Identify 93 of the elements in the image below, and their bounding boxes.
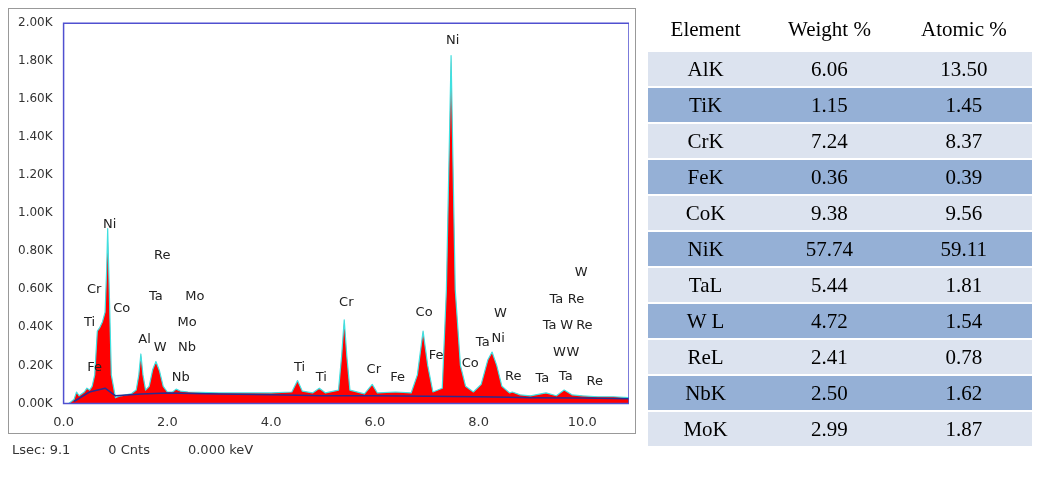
annotation: Re bbox=[567, 291, 585, 307]
data-label: 59.11 bbox=[895, 231, 1032, 267]
data-label: 13.50 bbox=[895, 51, 1032, 87]
annotation: Re bbox=[505, 367, 522, 383]
y-tick-label: 0.40K bbox=[17, 319, 54, 334]
annotation: Ta bbox=[541, 316, 557, 332]
y-tick-label: 1.60K bbox=[17, 91, 54, 106]
y-tick-label: 1.80K bbox=[17, 53, 54, 68]
annotation: Mo bbox=[185, 288, 205, 304]
x-tick-label: 2.0 bbox=[156, 413, 178, 429]
annotation: Cr bbox=[339, 294, 355, 310]
annotation: Ta bbox=[548, 291, 564, 307]
annotation: Co bbox=[461, 354, 479, 370]
annotation: Ta bbox=[474, 333, 490, 349]
category-label: ReL bbox=[648, 339, 764, 375]
data-label: 1.81 bbox=[895, 267, 1032, 303]
data-label: 1.15 bbox=[763, 87, 896, 123]
y-tick-label: 1.40K bbox=[17, 129, 54, 144]
series-label: Weight % bbox=[787, 15, 872, 43]
x-tick-label: 0.0 bbox=[53, 413, 74, 429]
annotation: W bbox=[574, 264, 588, 280]
category-label: TaL bbox=[648, 267, 764, 303]
annotation: Al bbox=[138, 331, 151, 347]
data-label: 5.44 bbox=[763, 267, 896, 303]
data-label: 8.37 bbox=[895, 123, 1032, 159]
annotation: Ti bbox=[82, 313, 96, 329]
x-tick-label: 4.0 bbox=[260, 413, 282, 429]
annotation: Co bbox=[113, 299, 131, 315]
data-label: 4.72 bbox=[763, 303, 896, 339]
text: 0 Cnts bbox=[108, 442, 150, 457]
series-label: Atomic % bbox=[919, 15, 1008, 43]
data-label: 2.99 bbox=[763, 411, 896, 446]
annotation: Ni bbox=[103, 216, 117, 232]
data-label: 2.50 bbox=[763, 375, 896, 411]
data-label: 57.74 bbox=[763, 231, 896, 267]
category-label: NbK bbox=[648, 375, 764, 411]
category-label: TiK bbox=[648, 87, 764, 123]
data-label: 0.78 bbox=[895, 339, 1032, 375]
y-tick-label: 1.00K bbox=[17, 205, 54, 220]
annotation: W bbox=[566, 344, 580, 360]
annotation: Ti bbox=[314, 368, 327, 384]
data-label: 9.38 bbox=[763, 195, 896, 231]
annotation: Re bbox=[153, 247, 171, 263]
text: Lsec: 9.1 bbox=[12, 442, 71, 457]
data-label: 1.45 bbox=[895, 87, 1032, 123]
annotation: W bbox=[153, 339, 167, 355]
y-tick-label: 0.80K bbox=[17, 243, 54, 258]
annotation: Fe bbox=[87, 358, 103, 374]
annotation: Nb bbox=[171, 369, 190, 385]
y-tick-label: 0.60K bbox=[17, 281, 54, 296]
annotation: W bbox=[560, 316, 574, 332]
annotation: Mo bbox=[177, 313, 197, 329]
category-label: CoK bbox=[648, 195, 764, 231]
category-label: AlK bbox=[648, 51, 764, 87]
y-tick-label: 2.00K bbox=[17, 15, 54, 30]
category-label: CrK bbox=[648, 123, 764, 159]
annotation: Nb bbox=[178, 339, 197, 355]
data-label: 7.24 bbox=[763, 123, 896, 159]
annotation: Ti bbox=[293, 358, 306, 374]
category-label: NiK bbox=[648, 231, 764, 267]
y-tick-label: 1.20K bbox=[17, 167, 54, 182]
x-tick-label: 8.0 bbox=[468, 413, 489, 429]
data-label: 9.56 bbox=[895, 195, 1032, 231]
x-tick-label: 6.0 bbox=[364, 413, 386, 429]
annotation: Cr bbox=[366, 360, 382, 376]
y-tick-label: 0.00K bbox=[17, 395, 54, 410]
text: Element bbox=[669, 15, 742, 43]
annotation: Re bbox=[586, 373, 603, 389]
data-label: 0.39 bbox=[895, 159, 1032, 195]
annotation: Ta bbox=[148, 288, 163, 304]
annotation: Re bbox=[576, 316, 593, 332]
data-label: 6.06 bbox=[763, 51, 896, 87]
annotation: W bbox=[553, 344, 567, 360]
annotation: Co bbox=[415, 304, 433, 320]
data-label: 2.41 bbox=[763, 339, 896, 375]
data-label: 1.87 bbox=[895, 411, 1032, 446]
category-label: MoK bbox=[648, 411, 764, 446]
category-label: FeK bbox=[648, 159, 764, 195]
annotation: Fe bbox=[428, 347, 444, 363]
data-label: 1.62 bbox=[895, 375, 1032, 411]
text: 0.000 keV bbox=[187, 442, 254, 457]
annotation: Cr bbox=[86, 280, 103, 296]
annotation: Ta bbox=[534, 370, 550, 386]
data-label: 1.54 bbox=[895, 303, 1032, 339]
annotation: Ni bbox=[491, 329, 505, 345]
y-tick-label: 0.20K bbox=[17, 357, 54, 372]
category-label: W L bbox=[648, 303, 764, 339]
data-label: 0.36 bbox=[763, 159, 896, 195]
annotation: Ta bbox=[557, 367, 573, 383]
annotation: Ni bbox=[445, 32, 460, 48]
x-tick-label: 10.0 bbox=[567, 413, 597, 429]
annotation: Fe bbox=[390, 369, 406, 385]
annotation: W bbox=[493, 305, 507, 321]
